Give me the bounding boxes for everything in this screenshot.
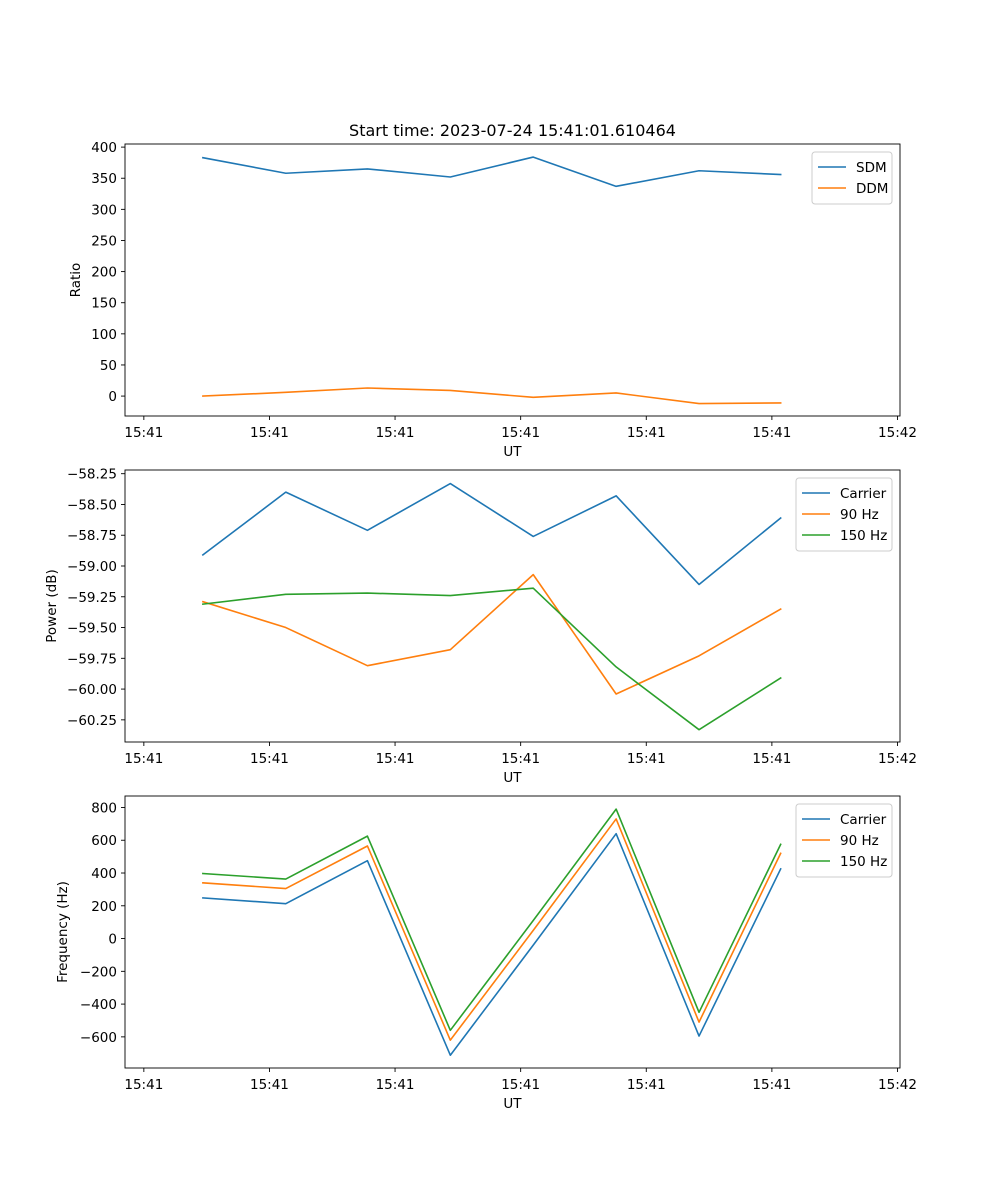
y-tick-label: 800 [91,800,117,816]
y-tick-label: 200 [91,265,117,281]
series-line-150-hz [202,808,782,1032]
legend-label: SDM [856,160,887,176]
y-tick-label: 600 [91,833,117,849]
legend-label: DDM [856,181,888,197]
subplot-3: 15:41 15:41 15:41 15:41 15:41 15:41 15:42 −600 −… [55,795,917,1112]
y-tick-label: −400 [80,997,117,1013]
x-tick-label: 15:41 [124,751,163,767]
x-tick-label: 15:41 [501,1077,540,1093]
y-tick-label: 50 [100,358,117,374]
x-tick-label: 15:42 [878,425,917,441]
legend-label: 90 Hz [840,507,879,523]
series-line-carrier [202,832,782,1057]
x-tick-label: 15:41 [250,1077,289,1093]
y-tick-label: −200 [80,964,117,980]
y-tick-label: −59.50 [67,621,117,637]
y-tick-label: 250 [91,233,117,249]
x-tick-label: 15:41 [752,751,791,767]
x-tick-label: 15:41 [124,1077,163,1093]
legend-label: 150 Hz [840,854,887,870]
y-axis-label: Ratio [68,263,84,298]
y-tick-label: 350 [91,171,117,187]
series-line-150-hz [201,587,782,731]
y-axis-label: Frequency (Hz) [55,881,71,983]
series-line-90-hz [202,818,782,1041]
y-tick-label: −59.25 [67,590,117,606]
x-axis-label: UT [503,444,522,460]
y-tick-label: −59.75 [67,651,117,667]
y-tick-label: −58.75 [67,528,117,544]
y-axis-label: Power (dB) [44,569,60,642]
series-line-90-hz [201,573,782,695]
axes-frame [124,795,901,1069]
x-axis-label: UT [503,1096,522,1112]
y-tick-label: −60.00 [67,682,117,698]
legend-label: 90 Hz [840,833,879,849]
x-tick-label: 15:42 [878,751,917,767]
x-tick-label: 15:41 [376,1077,415,1093]
y-tick-label: −60.25 [67,713,117,729]
y-tick-label: −600 [80,1030,117,1046]
y-tick-label: 400 [91,866,117,882]
axes-frame [124,469,901,743]
y-tick-label: 400 [91,140,117,156]
legend-box [811,151,893,205]
y-tick-label: 0 [108,389,117,405]
y-tick-label: −58.50 [67,497,117,513]
x-tick-label: 15:41 [752,1077,791,1093]
subplot-2: 15:41 15:41 15:41 15:41 15:41 15:41 15:42 −60.2… [44,467,917,786]
chart-title: Start time: 2023-07-24 15:41:01.610464 [349,121,676,140]
y-tick-label: −58.25 [67,467,117,483]
legend: SDM DDM [811,151,893,205]
x-tick-label: 15:41 [627,425,666,441]
x-axis-label: UT [503,770,522,786]
axes-frame [124,143,901,417]
y-tick-label: −59.00 [67,559,117,575]
x-tick-label: 15:41 [627,751,666,767]
x-tick-label: 15:41 [376,425,415,441]
legend: Carrier 90 Hz 150 Hz [795,803,893,878]
y-tick-label: 150 [91,296,117,312]
x-tick-label: 15:41 [376,751,415,767]
subplot-1: Start time: 2023-07-24 15:41:01.610464 15… [68,121,917,460]
x-tick-label: 15:41 [250,425,289,441]
legend-label: Carrier [840,486,887,502]
series-line-ddm [202,387,782,405]
x-tick-label: 15:41 [627,1077,666,1093]
x-tick-label: 15:41 [250,751,289,767]
y-tick-label: 300 [91,202,117,218]
x-tick-label: 15:42 [878,1077,917,1093]
y-tick-label: 100 [91,327,117,343]
legend-label: Carrier [840,812,887,828]
series-line-sdm [201,156,782,188]
legend-box [795,477,893,552]
y-tick-label: 200 [91,899,117,915]
x-tick-label: 15:41 [501,425,540,441]
legend-box [795,803,893,878]
series-line-carrier [201,482,782,586]
legend-label: 150 Hz [840,528,887,544]
y-tick-label: 0 [108,932,117,948]
x-tick-label: 15:41 [124,425,163,441]
x-tick-label: 15:41 [752,425,791,441]
x-tick-label: 15:41 [501,751,540,767]
legend: Carrier 90 Hz 150 Hz [795,477,893,552]
